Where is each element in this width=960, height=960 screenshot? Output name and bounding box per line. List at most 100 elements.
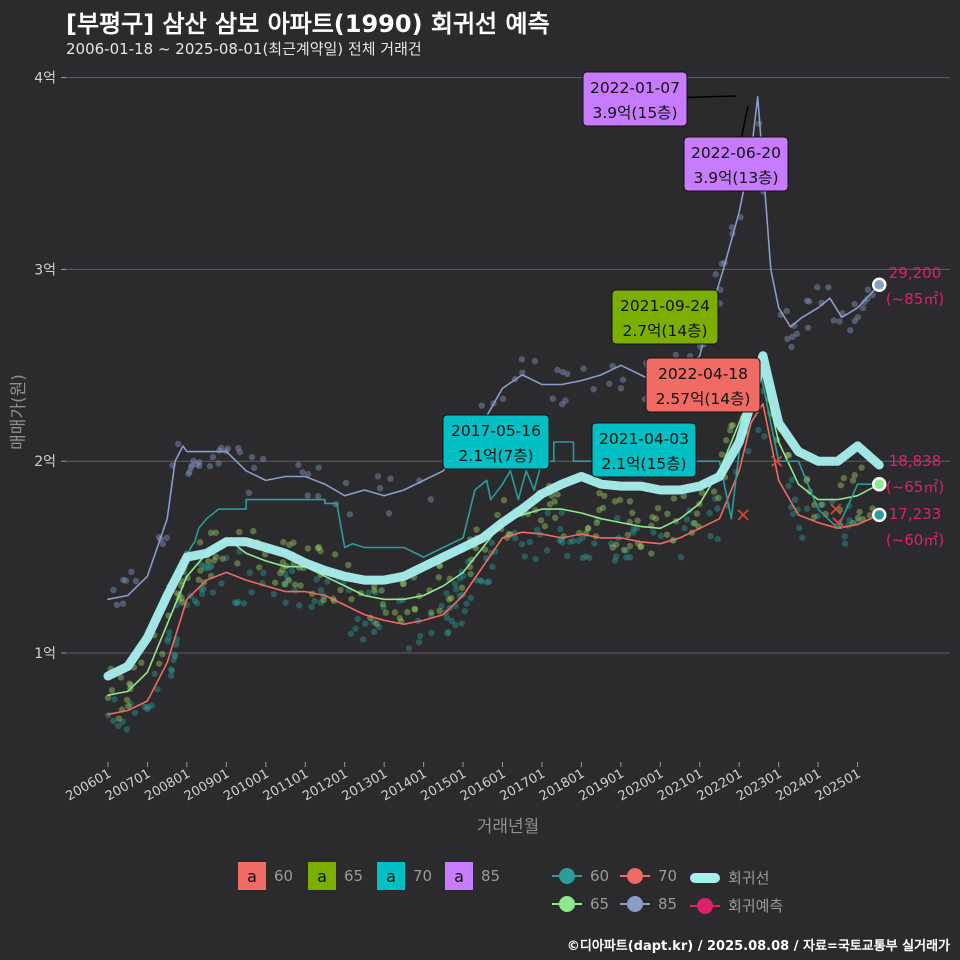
scatter-point xyxy=(167,672,175,679)
cross-marker xyxy=(737,509,749,521)
scatter-point xyxy=(400,580,407,587)
scatter-point xyxy=(411,605,418,613)
annotation-date: 2022-01-07 xyxy=(590,79,680,97)
scatter-point xyxy=(541,522,549,530)
scatter-point xyxy=(438,602,445,610)
scatter-point xyxy=(452,621,459,629)
scatter-point xyxy=(108,687,116,694)
scatter-point xyxy=(119,600,127,607)
scatter-point xyxy=(554,366,561,374)
annotation-box xyxy=(645,357,761,413)
scatter-point xyxy=(212,553,220,560)
scatter-point xyxy=(698,489,706,496)
x-tick-label: 202501 xyxy=(813,766,863,804)
end-area-label: (~65㎡) xyxy=(886,478,944,496)
scatter-point xyxy=(531,357,539,365)
series-line-85 xyxy=(107,96,881,601)
scatter-point xyxy=(120,576,127,584)
scatter-point xyxy=(428,629,435,637)
scatter-point xyxy=(281,580,288,588)
scatter-point xyxy=(185,470,192,478)
scatter-point xyxy=(712,495,719,502)
annotation-value: 2.1억(15층) xyxy=(602,455,687,473)
scatter-point xyxy=(164,637,171,645)
scatter-point xyxy=(499,395,507,403)
scatter-point xyxy=(342,479,350,487)
legend-box-swatch: a xyxy=(445,862,473,890)
legend-box-swatch: a xyxy=(238,862,266,890)
scatter-point xyxy=(378,587,385,594)
scatter-point xyxy=(755,426,762,434)
scatter-point xyxy=(359,636,367,643)
scatter-point xyxy=(596,506,603,514)
scatter-point xyxy=(201,563,208,570)
scatter-point xyxy=(207,529,215,537)
legend-line-swatch xyxy=(620,867,650,885)
annotations: 2022-01-07 3.9억(15층) 2022-06-20 3.9억(13층) 20… xyxy=(442,71,789,478)
scatter-point xyxy=(650,529,657,536)
scatter-point xyxy=(193,599,201,607)
scatter-point xyxy=(304,492,311,499)
scatter-point xyxy=(376,623,383,631)
scatter-point xyxy=(854,514,862,522)
scatter-point xyxy=(219,555,226,562)
scatter-point xyxy=(141,703,148,711)
scatter-point xyxy=(590,385,597,393)
scatter-point xyxy=(467,570,474,578)
scatter-point xyxy=(544,509,551,517)
scatter-point xyxy=(156,660,163,667)
scatter-point xyxy=(607,540,615,547)
scatter-point xyxy=(648,550,655,557)
scatter-point xyxy=(110,717,117,725)
scatter-point xyxy=(179,599,186,606)
scatter-point xyxy=(250,527,257,535)
scatter-point xyxy=(115,722,122,730)
end-area-label: (~85㎡) xyxy=(886,290,944,308)
scatter-point xyxy=(123,696,131,704)
scatter-point xyxy=(690,520,697,527)
scatter-point xyxy=(830,317,838,324)
scatter-point xyxy=(196,462,203,470)
scatter-point xyxy=(856,508,863,516)
scatter-point xyxy=(208,563,215,570)
scatter-point xyxy=(197,567,204,574)
scatter-point xyxy=(186,468,193,475)
scatter-point xyxy=(337,586,344,594)
scatter-point xyxy=(458,620,465,627)
scatter-point xyxy=(110,586,117,594)
scatter-point xyxy=(637,543,644,551)
scatter-point xyxy=(657,532,665,540)
scatter-point xyxy=(370,618,377,625)
scatter-point xyxy=(117,674,125,681)
scatter-point xyxy=(715,494,722,502)
scatter-point xyxy=(714,535,721,543)
scatter-point xyxy=(311,597,318,605)
scatter-point xyxy=(354,615,361,623)
scatter-point xyxy=(396,597,403,604)
scatter-point xyxy=(819,501,827,508)
scatter-point xyxy=(279,566,286,573)
scatter-point xyxy=(317,599,325,606)
scatter-point xyxy=(617,385,625,392)
end-labels: 29,200 (~85㎡) 18,838 (~65㎡) 17,233 (~60㎡) xyxy=(871,264,944,549)
legend-line-swatch xyxy=(552,867,582,885)
scatter-point xyxy=(166,629,173,636)
scatter-point xyxy=(864,286,872,293)
end-price-label: 29,200 xyxy=(889,264,942,282)
scatter-point xyxy=(234,560,241,567)
scatter-point xyxy=(596,489,603,497)
scatter-point xyxy=(215,460,222,467)
annotation-box xyxy=(582,71,688,127)
scatter-point xyxy=(723,437,730,444)
scatter-point xyxy=(706,509,713,517)
annotation-box xyxy=(591,422,697,478)
annotation-value: 3.9억(13층) xyxy=(694,169,779,187)
scatter-point xyxy=(445,628,452,636)
scatter-point xyxy=(443,614,451,621)
scatter-point xyxy=(626,498,634,505)
scatter-point xyxy=(569,537,577,545)
end-price-label: 17,233 xyxy=(889,505,942,523)
scatter-point xyxy=(125,702,132,710)
scatter-point xyxy=(559,539,566,546)
scatter-point xyxy=(718,451,726,458)
